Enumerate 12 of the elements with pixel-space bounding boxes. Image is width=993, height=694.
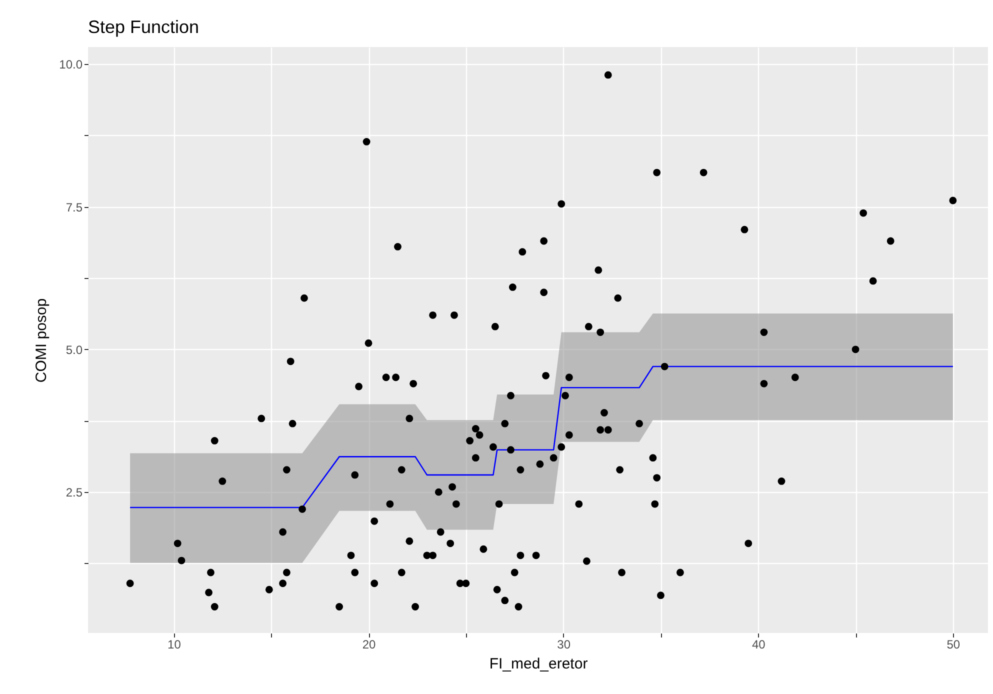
x-tick-label: 10 [168, 638, 182, 652]
y-tick-label: 5.0 [66, 342, 83, 357]
x-tick-label: 30 [557, 638, 571, 652]
x-tick-label: 20 [362, 638, 376, 652]
y-axis-title: COMI posop [33, 298, 50, 383]
y-tick-label: 7.5 [66, 200, 83, 214]
y-tick-label: 10.0 [59, 58, 83, 72]
x-tick-label: 40 [752, 638, 766, 652]
y-tick-label: 2.5 [66, 486, 83, 500]
x-tick-label: 50 [946, 638, 960, 652]
x-axis-title: FI_med_eretor [489, 656, 588, 672]
chart-title: Step Function [88, 17, 200, 37]
